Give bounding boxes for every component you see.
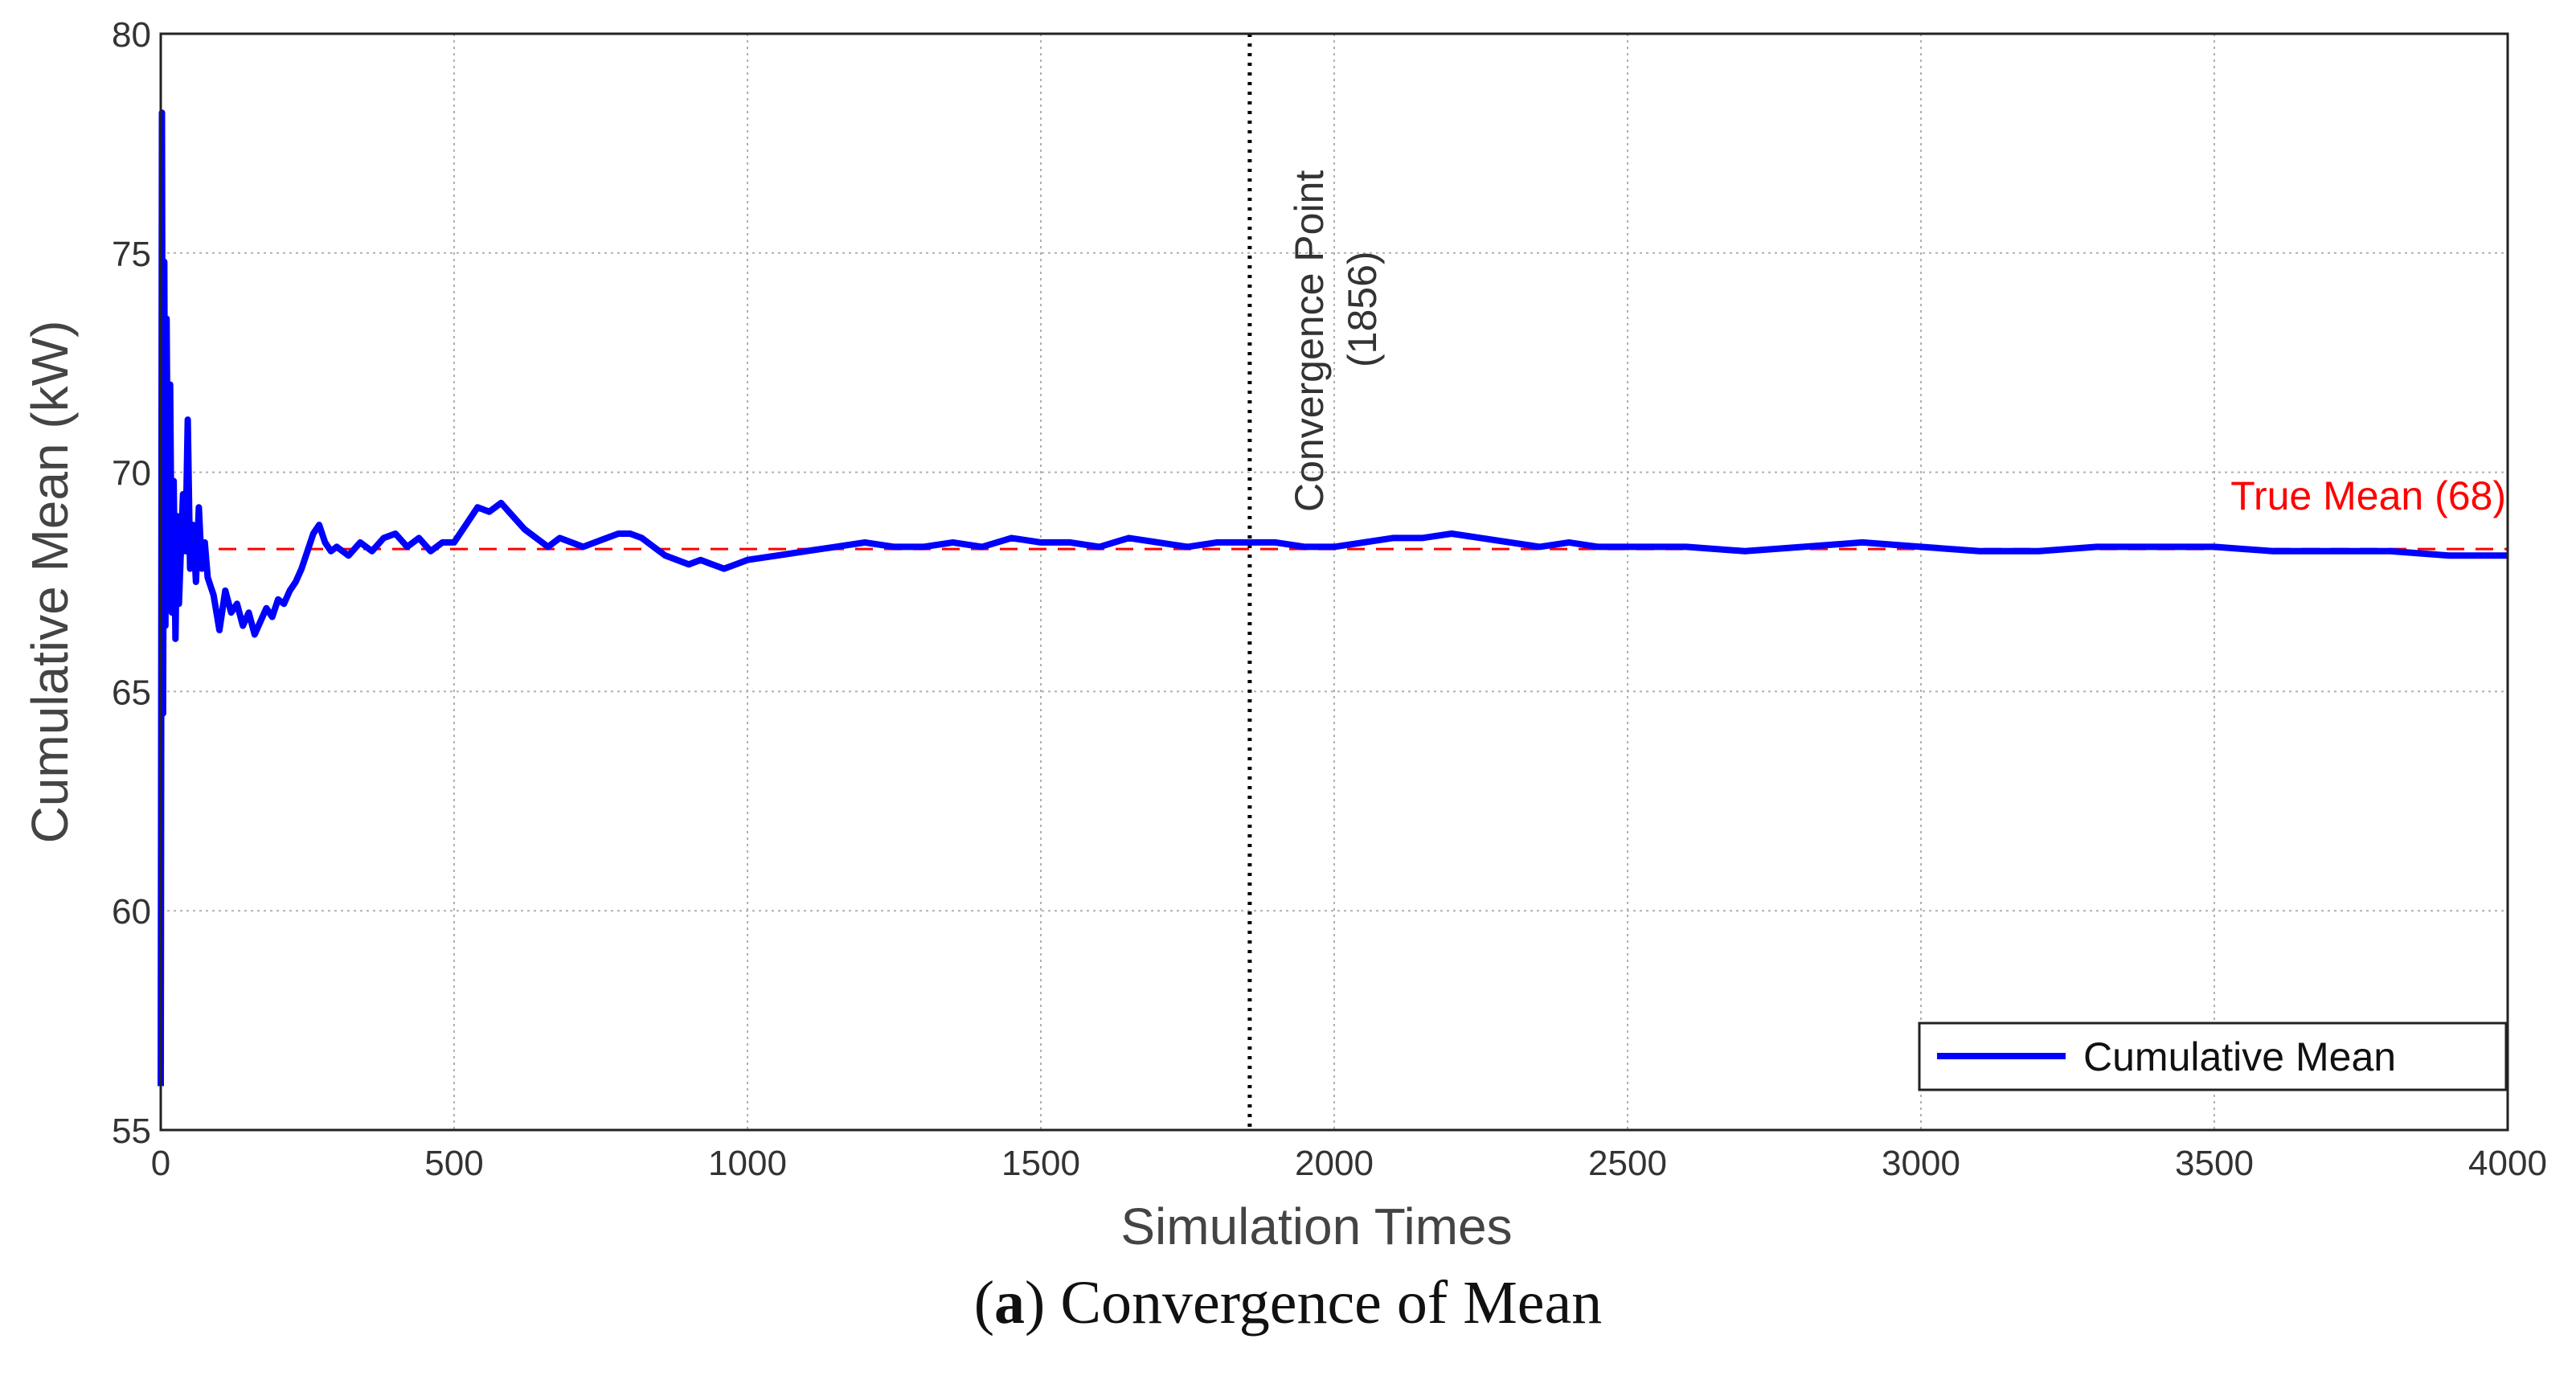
legend-label-cumulative-mean: Cumulative Mean: [2083, 1034, 2396, 1079]
y-tick-label-5: 80: [112, 15, 151, 55]
x-tick-label-5: 2500: [1588, 1144, 1667, 1183]
true-mean-label: True Mean (68): [2230, 473, 2506, 518]
caption-label: a: [994, 1269, 1026, 1337]
figure-caption: (a) Convergence of Mean: [973, 1269, 1603, 1337]
convergence-label-line2: (1856): [1340, 251, 1385, 367]
x-tick-label-4: 2000: [1295, 1144, 1374, 1183]
y-tick-label-0: 55: [112, 1112, 151, 1151]
grid: [161, 34, 2508, 1130]
x-tick-labels: 0 500 1000 1500 2000 2500 3000 3500 4000: [151, 1144, 2547, 1183]
x-tick-label-0: 0: [151, 1144, 170, 1183]
y-axis-title: Cumulative Mean (kW): [21, 321, 79, 844]
x-tick-label-1: 500: [424, 1144, 483, 1183]
x-tick-label-2: 1000: [708, 1144, 787, 1183]
x-tick-label-3: 1500: [1001, 1144, 1080, 1183]
y-tick-label-2: 65: [112, 673, 151, 712]
y-tick-label-3: 70: [112, 454, 151, 493]
x-axis-title: Simulation Times: [1120, 1198, 1512, 1255]
chart: 0 500 1000 1500 2000 2500 3000 3500 4000 55 60 65 7…: [21, 15, 2547, 1255]
convergence-label-line1: Convergence Point: [1287, 170, 1332, 512]
caption-text: Convergence of Mean: [1060, 1269, 1603, 1337]
y-tick-label-1: 60: [112, 892, 151, 931]
x-tick-label-6: 3000: [1882, 1144, 1960, 1183]
x-tick-label-8: 4000: [2468, 1144, 2547, 1183]
legend: Cumulative Mean: [1918, 1022, 2508, 1091]
y-tick-labels: 55 60 65 70 75 80: [112, 15, 151, 1151]
series-line-cumulative-mean: [158, 109, 2508, 1087]
y-tick-label-4: 75: [112, 235, 151, 274]
x-tick-label-7: 3500: [2175, 1144, 2254, 1183]
plot-frame: [159, 32, 2509, 1132]
